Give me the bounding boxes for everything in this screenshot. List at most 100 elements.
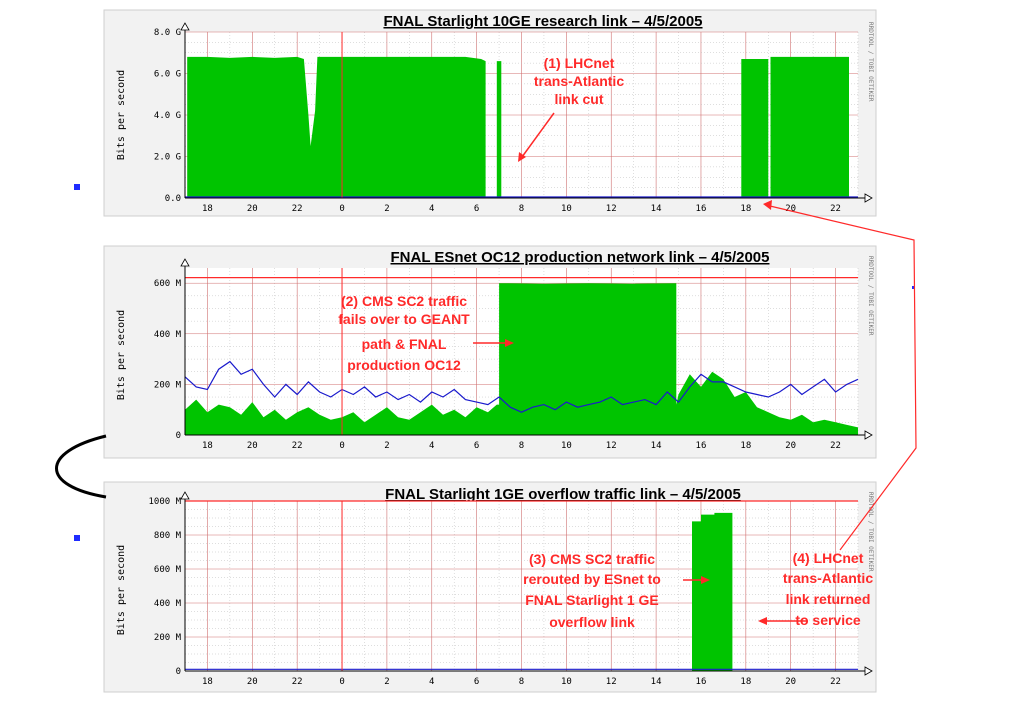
annotation-1-arrowhead — [518, 152, 526, 162]
chart-title-oc12: FNAL ESnet OC12 production network link … — [391, 249, 770, 266]
annotation-1-line: trans-Atlantic — [534, 73, 624, 89]
y-tick-label-1ge: 800 M — [154, 531, 182, 541]
annotation-4-line: link returned — [786, 591, 871, 607]
x-tick-label-oc12: 8 — [519, 441, 524, 451]
annotation-3-line: FNAL Starlight 1 GE — [525, 592, 659, 608]
y-tick-label-10ge: 8.0 G — [154, 28, 181, 38]
y-axis-label-oc12: Bits per second — [116, 310, 127, 400]
annotation-4-line: trans-Atlantic — [783, 570, 873, 586]
x-tick-label-10ge: 22 — [830, 204, 841, 214]
x-tick-label-1ge: 16 — [696, 677, 707, 687]
x-tick-label-1ge: 18 — [202, 677, 213, 687]
rrdtool-tag-oc12: RRDTOOL / TOBI OETIKER — [867, 256, 874, 336]
y-tick-label-10ge: 2.0 G — [154, 153, 181, 163]
y-tick-label-10ge: 4.0 G — [154, 111, 181, 121]
y-tick-label-oc12: 600 M — [154, 279, 182, 289]
chart-panel-10ge: FNAL Starlight 10GE research link – 4/5/… — [103, 9, 877, 217]
x-tick-label-1ge: 6 — [474, 677, 479, 687]
x-tick-label-1ge: 22 — [292, 677, 303, 687]
y-tick-label-oc12: 200 M — [154, 380, 182, 390]
annotation-4-arrowhead — [758, 617, 767, 625]
x-axis-arrow-10ge — [864, 193, 873, 203]
x-tick-label-1ge: 22 — [830, 677, 841, 687]
x-tick-label-10ge: 10 — [561, 204, 572, 214]
annotation-1-arrow — [521, 112, 555, 158]
chart-title-10ge: FNAL Starlight 10GE research link – 4/5/… — [383, 13, 702, 30]
x-tick-label-10ge: 12 — [606, 204, 617, 214]
y-tick-label-1ge: 200 M — [154, 633, 182, 643]
chart-title-1ge: FNAL Starlight 1GE overflow traffic link… — [385, 486, 741, 503]
y-tick-label-1ge: 600 M — [154, 565, 182, 575]
bullet-fragment — [912, 286, 914, 289]
x-tick-label-1ge: 18 — [740, 677, 751, 687]
bullet-square — [74, 184, 80, 190]
traffic-area-1ge — [185, 512, 858, 671]
rrdtool-tag-1ge: RRDTOOL / TOBI OETIKER — [867, 492, 874, 572]
annotation-2-line: production OC12 — [347, 357, 461, 373]
x-tick-label-10ge: 18 — [202, 204, 213, 214]
x-tick-label-1ge: 0 — [339, 677, 344, 687]
plot-area-10ge: 0.0 2.0 G 4.0 G 6.0 G 8.0 G 18 20 22 0 2 4 6 8 10 12 14… — [154, 22, 873, 214]
x-tick-label-oc12: 22 — [830, 441, 841, 451]
plot-area-oc12: 0 200 M 400 M 600 M 18 20 22 0 2 4 6 8 10 12 14 16 18 20 2… — [154, 258, 873, 451]
annotation-2-line: path & FNAL — [362, 336, 447, 352]
annotation-4-leader — [769, 205, 917, 551]
x-tick-label-oc12: 20 — [785, 441, 796, 451]
x-tick-label-1ge: 14 — [651, 677, 662, 687]
x-tick-label-1ge: 12 — [606, 677, 617, 687]
x-tick-label-10ge: 2 — [384, 204, 389, 214]
x-tick-label-10ge: 8 — [519, 204, 524, 214]
plot-area-1ge: 0 200 M 400 M 600 M 800 M 1000 M 18 20 22 0 2 4 6 8 10… — [148, 491, 873, 687]
annotation-2: (2) CMS SC2 traffic fails over to GEANT … — [338, 293, 514, 373]
annotation-3-line: overflow link — [549, 614, 635, 630]
x-tick-label-1ge: 2 — [384, 677, 389, 687]
x-tick-label-1ge: 20 — [785, 677, 796, 687]
annotation-4-line: to service — [795, 612, 861, 628]
x-tick-label-10ge: 16 — [696, 204, 707, 214]
x-tick-label-oc12: 10 — [561, 441, 572, 451]
x-axis-arrow-oc12 — [864, 430, 873, 440]
y-tick-label-1ge: 0 — [176, 667, 181, 677]
annotation-3: (3) CMS SC2 traffic rerouted by ESnet to… — [523, 551, 710, 630]
x-tick-label-10ge: 18 — [740, 204, 751, 214]
x-tick-label-oc12: 4 — [429, 441, 434, 451]
y-tick-label-10ge: 0.0 — [165, 194, 181, 204]
y-tick-label-oc12: 400 M — [154, 330, 182, 340]
x-tick-label-oc12: 20 — [247, 441, 258, 451]
bullet-square — [74, 535, 80, 541]
annotation-4-line: (4) LHCnet — [793, 550, 864, 566]
annotation-1-line: link cut — [554, 91, 603, 107]
annotation-3-line: (3) CMS SC2 traffic — [529, 551, 655, 567]
x-tick-label-oc12: 22 — [292, 441, 303, 451]
y-axis-arrow-1ge — [180, 491, 190, 500]
x-tick-label-10ge: 0 — [339, 204, 344, 214]
x-tick-label-oc12: 16 — [696, 441, 707, 451]
x-tick-label-10ge: 4 — [429, 204, 434, 214]
y-axis-arrow-oc12 — [180, 258, 190, 267]
x-tick-label-oc12: 2 — [384, 441, 389, 451]
rrdtool-tag-10ge: RRDTOOL / TOBI OETIKER — [867, 22, 874, 102]
chart-panel-oc12: FNAL ESnet OC12 production network link … — [103, 245, 877, 459]
x-tick-label-1ge: 10 — [561, 677, 572, 687]
x-tick-label-10ge: 20 — [785, 204, 796, 214]
y-axis-arrow-10ge — [180, 22, 190, 31]
y-axis-label-1ge: Bits per second — [116, 545, 127, 635]
traffic-line-oc12 — [184, 360, 859, 413]
x-tick-label-oc12: 6 — [474, 441, 479, 451]
x-tick-label-oc12: 12 — [606, 441, 617, 451]
x-axis-arrow-1ge — [864, 666, 873, 676]
y-tick-label-10ge: 6.0 G — [154, 70, 181, 80]
annotation-1-line: (1) LHCnet — [544, 55, 615, 71]
traffic-area-oc12 — [185, 283, 858, 435]
x-tick-label-1ge: 4 — [429, 677, 434, 687]
x-tick-label-10ge: 14 — [651, 204, 662, 214]
annotation-3-arrowhead — [701, 576, 710, 584]
annotation-4-leader-arrowhead — [763, 200, 772, 210]
y-axis-label-10ge: Bits per second — [116, 70, 127, 160]
y-tick-label-1ge: 400 M — [154, 599, 182, 609]
annotation-2-arrowhead — [505, 339, 514, 347]
annotation-2-line: fails over to GEANT — [338, 311, 470, 327]
annotation-3-line: rerouted by ESnet to — [523, 571, 661, 587]
x-tick-label-10ge: 22 — [292, 204, 303, 214]
x-tick-label-oc12: 14 — [651, 441, 662, 451]
